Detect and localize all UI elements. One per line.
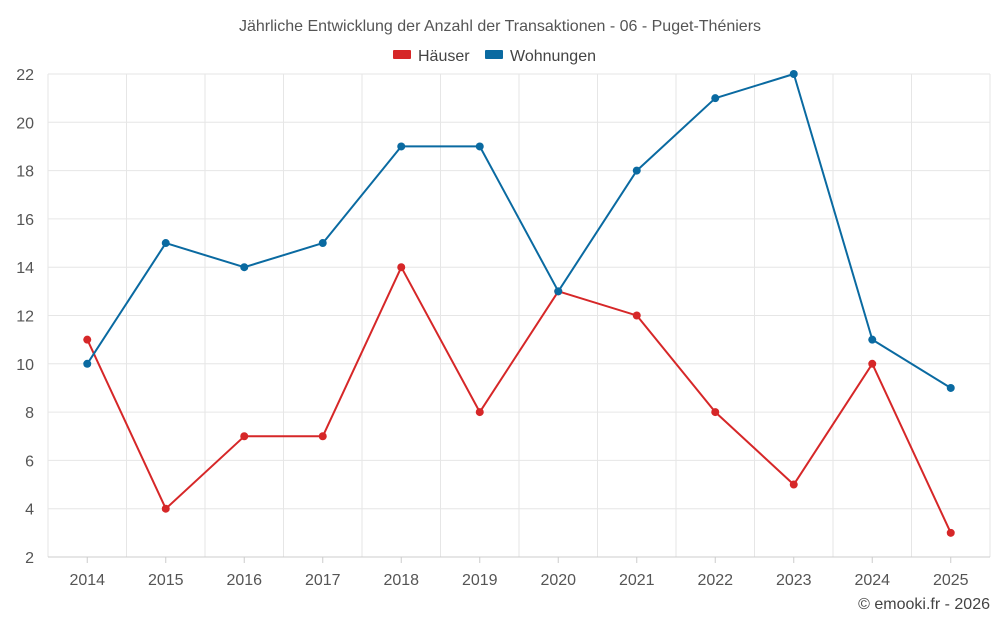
data-point-wohnungen (946, 383, 955, 392)
data-point-hauser (789, 480, 798, 489)
data-point-hauser (397, 263, 406, 272)
x-tick-label: 2019 (462, 572, 498, 589)
y-tick-label: 10 (16, 357, 34, 374)
x-tick-label: 2022 (697, 572, 733, 589)
data-point-hauser (83, 335, 92, 344)
grid (47, 73, 991, 557)
data-point-wohnungen (475, 142, 484, 151)
data-point-wohnungen (554, 287, 563, 296)
data-point-hauser (240, 432, 249, 441)
legend-swatch-hauser (393, 50, 411, 59)
y-tick-label: 2 (25, 550, 34, 567)
credit-text: © emooki.fr - 2026 (858, 596, 990, 613)
x-tick-label: 2020 (540, 572, 576, 589)
y-tick-label: 12 (16, 309, 34, 326)
y-tick-label: 20 (16, 115, 34, 132)
data-point-hauser (475, 408, 484, 417)
y-tick-label: 18 (16, 164, 34, 181)
legend: Häuser Wohnungen (393, 48, 596, 65)
data-point-hauser (632, 311, 641, 320)
data-point-wohnungen (83, 359, 92, 368)
y-tick-label: 14 (16, 260, 34, 277)
data-point-wohnungen (318, 239, 327, 248)
data-point-wohnungen (789, 70, 798, 78)
y-tick-label: 16 (16, 212, 34, 229)
data-point-wohnungen (632, 166, 641, 175)
series (83, 70, 955, 537)
data-point-wohnungen (868, 335, 877, 344)
x-tick-label: 2017 (305, 572, 341, 589)
x-tick-label: 2018 (383, 572, 419, 589)
y-tick-label: 4 (25, 502, 34, 519)
x-tick-label: 2021 (619, 572, 655, 589)
legend-swatch-wohnungen (485, 50, 503, 59)
legend-label-wohnungen: Wohnungen (510, 48, 596, 65)
x-tick-label: 2023 (776, 572, 812, 589)
data-point-hauser (868, 359, 877, 368)
data-point-wohnungen (397, 142, 406, 151)
series-line-wohnungen (86, 73, 952, 389)
x-tick-label: 2015 (148, 572, 184, 589)
data-point-hauser (318, 432, 327, 441)
data-point-hauser (946, 528, 955, 537)
y-tick-label: 22 (16, 67, 34, 84)
chart-title: Jährliche Entwicklung der Anzahl der Tra… (239, 18, 761, 35)
x-tick-label: 2014 (69, 572, 105, 589)
series-line-hauser (86, 266, 952, 534)
data-point-wohnungen (711, 94, 720, 103)
y-tick-label: 6 (25, 453, 34, 470)
x-tick-label: 2024 (854, 572, 890, 589)
x-tick-label: 2016 (226, 572, 262, 589)
data-point-hauser (711, 408, 720, 417)
data-point-hauser (161, 504, 170, 513)
data-point-wohnungen (240, 263, 249, 272)
data-point-wohnungen (161, 239, 170, 248)
legend-label-hauser: Häuser (418, 48, 470, 65)
x-tick-label: 2025 (933, 572, 969, 589)
y-tick-label: 8 (25, 405, 34, 422)
